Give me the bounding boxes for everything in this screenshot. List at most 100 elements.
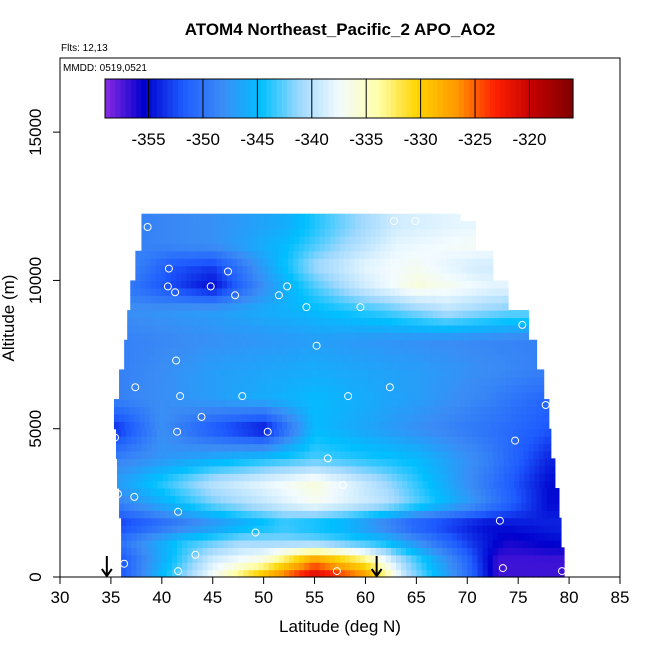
heatmap-cell (444, 376, 451, 385)
heatmap-cell (144, 391, 151, 400)
heatmap-cell (526, 399, 533, 408)
heatmap-cell (285, 480, 291, 489)
heatmap-cell (164, 369, 171, 378)
heatmap-cell (442, 332, 449, 341)
heatmap-cell (119, 391, 125, 400)
heatmap-cell (462, 228, 468, 237)
heatmap-cell (164, 413, 171, 422)
heatmap-cell (178, 317, 184, 326)
heatmap-cell (268, 228, 275, 237)
heatmap-cell (399, 361, 405, 370)
heatmap-cell (442, 324, 449, 333)
heatmap-cell (289, 450, 295, 459)
heatmap-cell (231, 384, 237, 393)
heatmap-cell (162, 310, 169, 319)
observation-point (511, 436, 520, 445)
heatmap-cell (460, 488, 466, 497)
heatmap-cell (411, 569, 417, 578)
heatmap-cell (553, 525, 560, 534)
heatmap-cell (335, 332, 342, 341)
heatmap-cell (131, 554, 137, 563)
heatmap-cell (328, 302, 335, 311)
heatmap-cell (419, 376, 426, 385)
heatmap-cell (343, 495, 349, 504)
heatmap-cell (350, 235, 356, 244)
colorbar-swatch (536, 79, 543, 118)
heatmap-cell (182, 436, 188, 445)
heatmap-cell (298, 265, 304, 274)
heatmap-cell (181, 280, 187, 289)
colorbar-swatch (297, 79, 304, 118)
heatmap-cell (544, 480, 551, 489)
heatmap-cell (493, 473, 500, 482)
heatmap-cell (373, 354, 380, 363)
heatmap-cell (271, 488, 278, 497)
heatmap-cell (531, 413, 538, 422)
observation-point (114, 490, 122, 498)
heatmap-cell (370, 539, 377, 548)
heatmap-cell (441, 221, 448, 230)
heatmap-cell (166, 228, 173, 237)
heatmap-cell (332, 361, 339, 370)
heatmap-cell (421, 547, 428, 556)
x-tick-label: 45 (203, 588, 222, 607)
heatmap-cell (531, 421, 538, 430)
heatmap-cell (439, 347, 446, 356)
colorbar-swatch (474, 79, 480, 118)
heatmap-cell (332, 384, 339, 393)
heatmap-cell (526, 376, 533, 385)
heatmap-cell (320, 310, 327, 319)
heatmap-cell (161, 436, 168, 445)
heatmap-cell (304, 539, 311, 548)
heatmap-cell (145, 265, 152, 274)
colorbar-swatch (349, 79, 356, 118)
heatmap-cell (335, 473, 342, 482)
heatmap-cell (159, 406, 166, 415)
observation-point (312, 341, 321, 350)
colorbar-swatch (250, 79, 257, 118)
heatmap-cell (495, 502, 502, 511)
heatmap-cell (497, 554, 504, 563)
heatmap-cell (147, 465, 154, 474)
heatmap-cell (202, 532, 209, 541)
heatmap-cell (234, 465, 240, 474)
heatmap-cell (175, 413, 181, 422)
heatmap-cell (259, 324, 266, 333)
heatmap-cell (393, 421, 400, 430)
heatmap-cell (531, 376, 538, 385)
heatmap-cell (401, 547, 407, 556)
heatmap-cell (434, 354, 441, 363)
heatmap-cell (481, 258, 488, 267)
heatmap-cell (226, 302, 233, 311)
heatmap-cell (463, 458, 469, 467)
heatmap-cell (302, 495, 309, 504)
heatmap-cell (241, 502, 247, 511)
heatmap-cell (161, 525, 168, 534)
heatmap-cell (266, 406, 273, 415)
heatmap-cell (178, 310, 184, 319)
heatmap-cell (462, 450, 468, 459)
colorbar-tick-label: -330 (404, 130, 438, 149)
heatmap-cell (355, 221, 361, 230)
heatmap-cell (147, 473, 154, 482)
heatmap-cell (511, 354, 517, 363)
heatmap-cell (378, 421, 385, 430)
heatmap-cell (553, 532, 560, 541)
heatmap-cell (343, 347, 349, 356)
heatmap-cell (351, 310, 357, 319)
observation-point (385, 383, 394, 392)
heatmap-cell (365, 547, 372, 556)
heatmap-cell (429, 488, 436, 497)
heatmap-cell (480, 384, 487, 393)
heatmap-cell (187, 525, 193, 534)
colorbar-swatch (302, 79, 309, 118)
heatmap-cell (528, 554, 535, 563)
heatmap-cell (246, 361, 253, 370)
heatmap-cell (556, 502, 560, 511)
colorbar-swatch (224, 79, 231, 118)
colorbar-swatch (443, 79, 449, 118)
heatmap-cell (442, 473, 449, 482)
heatmap-cell (455, 495, 461, 504)
heatmap-cell (375, 221, 382, 230)
heatmap-cell (267, 287, 274, 296)
